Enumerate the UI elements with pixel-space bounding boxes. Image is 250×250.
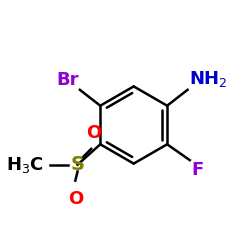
Text: O: O (68, 190, 83, 208)
Text: H$_3$C: H$_3$C (6, 155, 44, 175)
Text: S: S (70, 155, 85, 174)
Text: NH$_2$: NH$_2$ (189, 69, 227, 89)
Text: F: F (191, 161, 203, 179)
Text: O: O (86, 124, 101, 142)
Text: Br: Br (56, 71, 79, 89)
